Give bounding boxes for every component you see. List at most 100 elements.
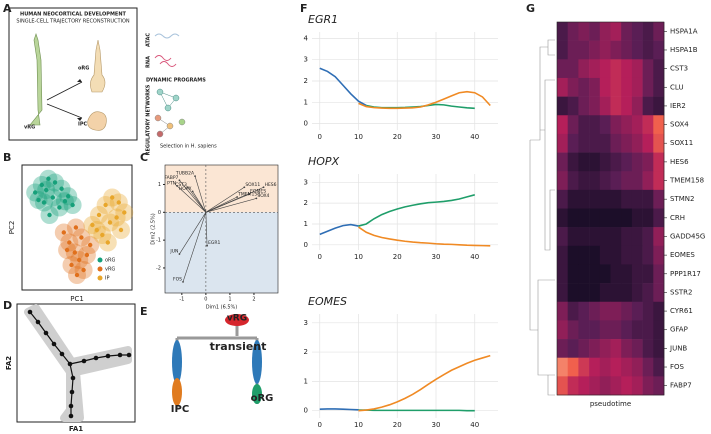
heat-cell	[642, 283, 654, 303]
plot-area	[312, 174, 498, 250]
panel-e: E vRG transient IPC oRG	[140, 305, 273, 415]
heat-cell	[631, 96, 643, 116]
heat-cell	[589, 245, 601, 265]
arrows	[46, 81, 83, 119]
heat-cell	[567, 115, 579, 135]
heat-cell	[653, 339, 665, 358]
heat-cell	[567, 320, 579, 340]
y-axis-label: Dim2 (2.5%)	[151, 213, 157, 245]
heat-cell	[567, 339, 579, 358]
heat-cell	[557, 171, 568, 191]
loading-label: SOX4	[257, 193, 269, 199]
plot-frame	[21, 164, 133, 291]
heat-cell	[610, 208, 622, 228]
row-label: TMEM158	[669, 177, 704, 185]
x-axis-label: FA1	[69, 425, 83, 433]
loading-label: HOPX	[179, 186, 192, 192]
heat-cell	[578, 320, 590, 340]
org-cell	[90, 39, 106, 93]
x-tick-label: 20	[393, 421, 402, 429]
heat-cell	[653, 264, 665, 284]
legend-swatch	[97, 275, 103, 281]
heat-cell	[642, 339, 654, 358]
cell-label: vRG	[24, 125, 35, 131]
point	[69, 262, 74, 268]
heat-cell	[567, 59, 579, 79]
heat-cell	[631, 245, 643, 265]
y-tick-label: 2	[304, 199, 308, 207]
heat-cell	[557, 357, 568, 377]
row-label: STMN2	[670, 195, 694, 203]
heat-cell	[589, 283, 601, 303]
heat-cell	[557, 339, 568, 358]
heat-cell	[631, 40, 643, 60]
heat-cell	[589, 96, 601, 116]
heatmap-frame	[556, 21, 665, 396]
row-label: HSPA1B	[670, 46, 698, 54]
vrg-node	[225, 314, 249, 326]
point	[67, 240, 72, 245]
heat-cell	[642, 22, 654, 41]
heat-cell	[621, 301, 633, 321]
x-tick-label: 1	[228, 297, 231, 303]
heat-cell	[653, 171, 665, 191]
heat-cell	[578, 283, 590, 303]
arrow-tip	[178, 179, 181, 182]
heat-cell	[599, 59, 611, 79]
point	[110, 195, 115, 200]
atac-icon	[154, 33, 180, 39]
heat-cell	[578, 22, 590, 41]
heat-cell	[631, 227, 643, 247]
y-tick-label: 1	[304, 98, 308, 106]
heat-cell	[653, 152, 665, 172]
heat-cell	[653, 189, 665, 209]
heat-cell	[589, 115, 601, 135]
arrow-tip	[182, 280, 184, 283]
heat-cell	[610, 227, 622, 247]
node-label: IPC	[171, 404, 189, 415]
heat-cell	[557, 301, 568, 321]
heat-cell	[610, 264, 622, 284]
heat-cell	[610, 115, 622, 135]
row-label: SOX11	[670, 139, 693, 147]
heat-cell	[610, 283, 622, 303]
heat-cell	[610, 189, 622, 209]
heat-cell	[653, 283, 665, 303]
heat-cell	[610, 77, 622, 97]
heat-cell	[557, 40, 568, 60]
heat-cell	[610, 152, 622, 172]
heat-cell	[642, 208, 654, 228]
heat-cell	[599, 227, 611, 247]
heat-cell	[642, 59, 654, 79]
row-label: GADD45G	[670, 232, 705, 240]
y-tick-label: 4	[304, 34, 309, 42]
panel-a-title: HUMAN NEOCORTICAL DEVELOPMENT	[20, 12, 126, 18]
x-tick-label: 30	[432, 421, 441, 429]
heat-cell	[621, 376, 633, 396]
heat-cell	[567, 152, 579, 172]
trend-line	[358, 90, 491, 110]
heat-cell	[653, 133, 665, 153]
heat-cell	[621, 40, 633, 60]
heat-cell	[642, 189, 654, 209]
arrow-tip	[248, 193, 251, 196]
x-axis-label: Dim1 (6.5%)	[206, 305, 238, 311]
heat-cell	[610, 376, 622, 396]
trend-line	[319, 408, 359, 411]
cell-label: IPC	[78, 122, 88, 128]
heat-cell	[631, 133, 643, 153]
heat-cell	[557, 283, 568, 303]
heat-cell	[557, 152, 568, 172]
heat-cell	[557, 22, 568, 41]
loading-label: SOX11	[245, 182, 260, 188]
point	[107, 220, 113, 225]
heat-cell	[642, 320, 654, 340]
heat-cell	[599, 40, 611, 60]
node-label: vRG	[227, 314, 247, 324]
row-label: HES6	[670, 158, 689, 166]
panel-label: F	[300, 2, 308, 15]
loading-arrow	[179, 212, 207, 255]
heat-cell	[557, 59, 568, 79]
arrow-tip	[194, 175, 196, 178]
